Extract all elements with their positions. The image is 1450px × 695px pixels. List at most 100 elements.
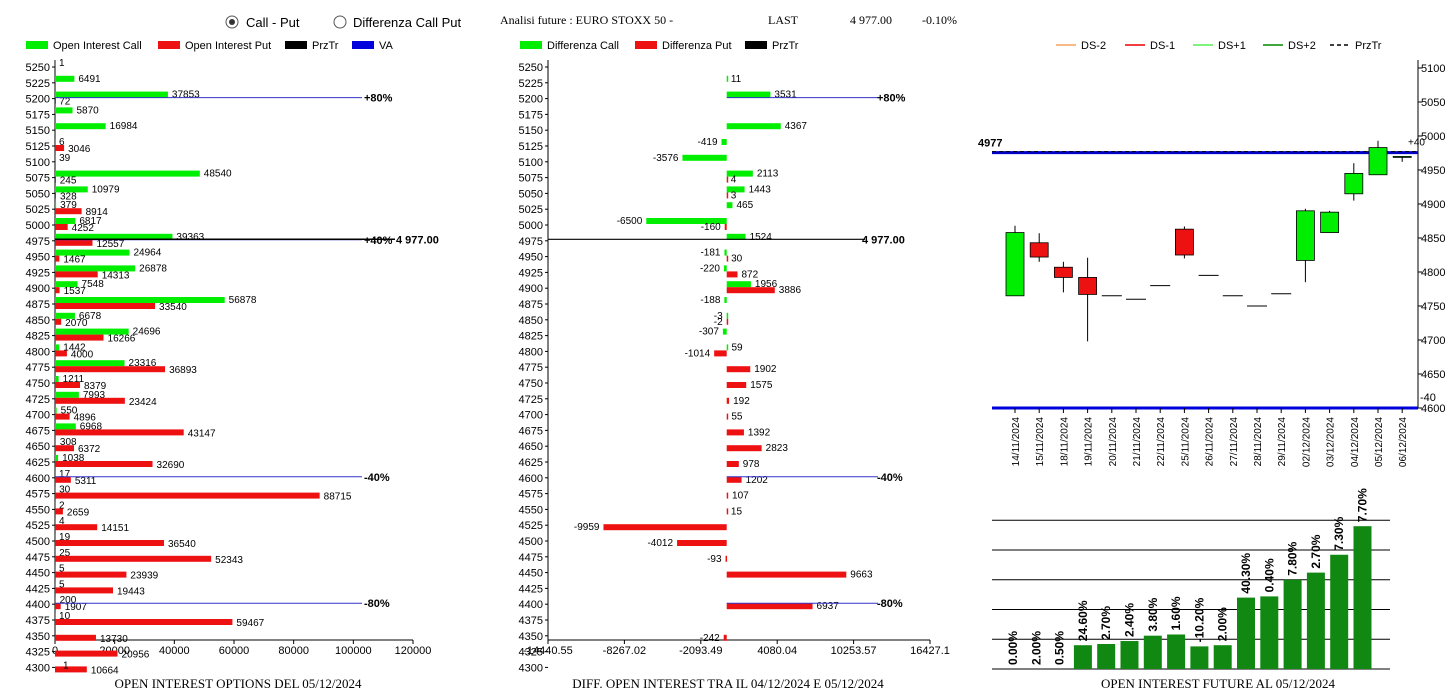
c2-call-bar <box>646 218 727 224</box>
c3-date-label: 02/12/2024 <box>1301 417 1312 467</box>
c1-strike-label: 5175 <box>26 109 50 121</box>
c1-strike-label: 4500 <box>26 536 50 548</box>
c2-strike-label: 4325 <box>519 647 543 659</box>
c1-strike-label: 4975 <box>26 236 50 248</box>
c1-put-bar <box>55 540 165 546</box>
c2-strike-label: 5075 <box>519 173 543 185</box>
c1-strike-label: 5025 <box>26 204 50 216</box>
c1-call-bar <box>55 470 56 477</box>
c2-put-label: -160 <box>701 222 721 233</box>
c2-put-bar <box>726 397 730 404</box>
c3-date-label: 29/11/2024 <box>1277 417 1288 467</box>
c3-candle-body <box>1296 210 1315 261</box>
c2-call-label: 2113 <box>757 169 779 180</box>
c4-bar-label: 2.70% <box>1099 606 1113 640</box>
c1-put-label: 8914 <box>86 207 109 218</box>
c4-bar <box>1073 645 1092 669</box>
c1-put-bar <box>55 524 98 531</box>
c4-bar <box>1167 634 1186 669</box>
c1-call-label: 1211 <box>63 374 85 385</box>
c3-candle-body <box>1344 172 1364 195</box>
diff-oi-chart: Differenza Call Differenza Put PrzTr 5250 52… <box>519 40 950 691</box>
c3-date-label: 27/11/2024 <box>1229 417 1240 467</box>
c2-call-bar <box>726 123 781 130</box>
c2-przTr-label: 4 977.00 <box>862 234 905 246</box>
c1-put-bar <box>55 303 156 309</box>
c2-call-label: 11 <box>731 74 742 85</box>
c1-put-label: 8379 <box>84 381 107 392</box>
c4-bar <box>1190 646 1209 669</box>
c3-date-label: 21/11/2024 <box>1132 417 1143 467</box>
c1-call-bar <box>55 344 60 351</box>
c4-bar-label: -10.20% <box>1192 597 1206 642</box>
c1-call-label: 379 <box>60 200 77 211</box>
c1-bottom-label: 1 <box>63 660 69 671</box>
c2-va-label: -80% <box>877 598 903 610</box>
c1-legend-3-label: VA <box>379 40 394 52</box>
c4-bar <box>1306 572 1325 669</box>
c1-put-bar <box>55 603 61 610</box>
c2-put-bar <box>726 366 751 373</box>
c2-put-label: -242 <box>700 633 720 644</box>
c2-call-label: -220 <box>700 263 720 274</box>
c2-strike-label: 4825 <box>519 331 543 343</box>
c2-put-label: 2823 <box>766 443 789 454</box>
c1-strike-label: 4775 <box>26 362 50 374</box>
c1-call-label: 2 <box>59 500 65 511</box>
c1-call-bar <box>55 123 106 130</box>
c1-call-bar <box>55 376 59 382</box>
c4-bar-label: 7.80% <box>1286 541 1300 575</box>
c4-bar-label: 3.80% <box>1146 597 1160 631</box>
c1-call-label: 25 <box>59 548 71 559</box>
c1-put-label: 23939 <box>130 571 158 582</box>
c1-strike-label: 4300 <box>26 662 50 674</box>
c3-y-tick-label: 4750 <box>1421 301 1445 313</box>
c1-put-bar <box>55 587 114 594</box>
c2-call-bar <box>682 154 727 161</box>
c2-strike-label: 4450 <box>519 568 543 580</box>
c2-call-bar <box>726 281 751 288</box>
c1-put-label: 36893 <box>169 365 197 376</box>
c2-put-bar <box>723 634 727 641</box>
c1-x-tick-label: 40000 <box>159 645 190 657</box>
c1-put-label: 32690 <box>157 460 185 471</box>
c2-strike-label: 4550 <box>519 504 543 516</box>
c1-call-bar <box>55 581 56 588</box>
radio-diff-circle[interactable] <box>333 15 347 29</box>
c4-bar-label: 2.40% <box>1123 603 1137 637</box>
c2-strike-label: 4300 <box>519 662 543 674</box>
c1-call-label: 1038 <box>62 453 85 464</box>
c3-date-label: 05/12/2024 <box>1374 417 1385 467</box>
c1-call-label: 17 <box>59 469 71 480</box>
c1-call-bar <box>55 534 56 540</box>
c3-date-label: 28/11/2024 <box>1253 417 1264 467</box>
c1-put-label: 4252 <box>72 223 95 234</box>
c4-bar-label: 2.00% <box>1216 607 1230 641</box>
c1-put-bar <box>55 255 60 262</box>
c1-call-bar <box>55 565 56 572</box>
c1-call-label: 1442 <box>63 342 86 353</box>
c1-strike-label: 4850 <box>26 315 50 327</box>
c1-va-label: +40% <box>364 235 393 247</box>
c2-strike-label: 4875 <box>519 299 543 311</box>
c2-strike-label: 4675 <box>519 425 543 437</box>
c4-bar <box>1237 597 1255 669</box>
c1-put-label: 328 <box>60 191 77 202</box>
c1-call-bar <box>55 139 56 145</box>
c2-put-label: 30 <box>731 254 743 265</box>
c1-strike-label: 4675 <box>26 425 50 437</box>
c1-put-label: 6372 <box>78 444 101 455</box>
radio-diff-call-put[interactable]: Differenza Call Put <box>333 15 462 30</box>
c2-call-label: 1524 <box>750 232 773 243</box>
c2-call-bar <box>726 202 733 209</box>
c4-bar-label: 0.00% <box>1006 631 1020 665</box>
c2-put-bar <box>726 176 729 183</box>
c1-call-label: 6968 <box>80 421 103 432</box>
c1-call-label: 550 <box>61 406 78 417</box>
radio-call-put[interactable]: Call - Put <box>225 15 300 30</box>
c1-put-label: 2070 <box>65 318 88 329</box>
c1-legend-1-swatch <box>158 41 180 49</box>
c1-va-label: +80% <box>364 93 393 105</box>
c1-legend-3-swatch <box>352 41 374 49</box>
c2-call-label: -307 <box>699 327 719 338</box>
